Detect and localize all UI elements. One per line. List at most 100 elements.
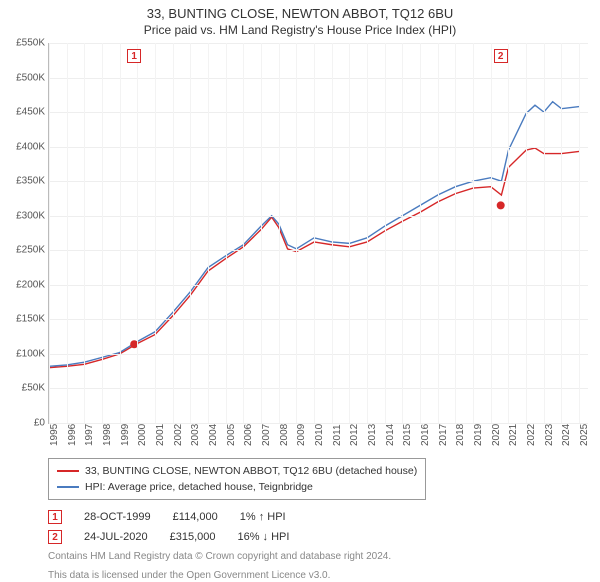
legend-label: 33, BUNTING CLOSE, NEWTON ABBOT, TQ12 6B… <box>85 463 417 479</box>
x-gridline <box>296 43 297 423</box>
x-tick-label: 2000 <box>137 424 148 446</box>
x-tick-label: 2022 <box>526 424 537 446</box>
y-gridline <box>49 181 588 182</box>
sale-hpi-delta: 16% ↓ HPI <box>237 531 289 543</box>
footnote-2: This data is licensed under the Open Gov… <box>48 569 588 582</box>
y-tick-label: £550K <box>1 38 45 49</box>
y-gridline <box>49 216 588 217</box>
y-tick-label: £500K <box>1 72 45 83</box>
y-tick-label: £300K <box>1 210 45 221</box>
y-tick-label: £350K <box>1 176 45 187</box>
x-gridline <box>544 43 545 423</box>
x-tick-label: 2003 <box>190 424 201 446</box>
legend-item: 33, BUNTING CLOSE, NEWTON ABBOT, TQ12 6B… <box>57 463 417 479</box>
x-tick-label: 2020 <box>491 424 502 446</box>
y-tick-label: £50K <box>1 383 45 394</box>
footnote-1: Contains HM Land Registry data © Crown c… <box>48 550 588 563</box>
sales-list: 128-OCT-1999£114,0001% ↑ HPI224-JUL-2020… <box>0 510 600 544</box>
x-gridline <box>420 43 421 423</box>
y-tick-label: £100K <box>1 348 45 359</box>
y-gridline <box>49 112 588 113</box>
x-gridline <box>473 43 474 423</box>
x-gridline <box>49 43 50 423</box>
x-gridline <box>226 43 227 423</box>
x-tick-label: 2006 <box>243 424 254 446</box>
x-gridline <box>279 43 280 423</box>
x-tick-label: 2012 <box>349 424 360 446</box>
x-gridline <box>243 43 244 423</box>
y-gridline <box>49 319 588 320</box>
x-tick-label: 2017 <box>438 424 449 446</box>
y-gridline <box>49 250 588 251</box>
x-tick-label: 2019 <box>473 424 484 446</box>
x-tick-label: 2009 <box>296 424 307 446</box>
legend-swatch <box>57 486 79 488</box>
sale-row-marker: 1 <box>48 510 62 524</box>
y-gridline <box>49 147 588 148</box>
x-gridline <box>120 43 121 423</box>
x-gridline <box>190 43 191 423</box>
x-gridline <box>579 43 580 423</box>
x-gridline <box>155 43 156 423</box>
sale-marker-dot <box>497 201 505 209</box>
x-tick-label: 2007 <box>261 424 272 446</box>
x-tick-label: 2023 <box>544 424 555 446</box>
x-tick-label: 2018 <box>455 424 466 446</box>
x-gridline <box>67 43 68 423</box>
y-gridline <box>49 78 588 79</box>
x-gridline <box>137 43 138 423</box>
x-tick-label: 1998 <box>102 424 113 446</box>
page-subtitle: Price paid vs. HM Land Registry's House … <box>0 23 600 37</box>
x-tick-label: 2002 <box>173 424 184 446</box>
y-tick-label: £0 <box>1 418 45 429</box>
x-tick-label: 2024 <box>561 424 572 446</box>
x-tick-label: 1996 <box>67 424 78 446</box>
x-gridline <box>208 43 209 423</box>
x-tick-label: 2025 <box>579 424 590 446</box>
x-tick-label: 2010 <box>314 424 325 446</box>
x-tick-label: 2001 <box>155 424 166 446</box>
sale-row: 2 24-JUL-2020 £315,000 16% ↓ HPI <box>48 530 588 544</box>
y-gridline <box>49 285 588 286</box>
sale-price: £315,000 <box>170 531 216 543</box>
x-gridline <box>455 43 456 423</box>
y-tick-label: £450K <box>1 107 45 118</box>
legend-item: HPI: Average price, detached house, Teig… <box>57 479 417 495</box>
page-title: 33, BUNTING CLOSE, NEWTON ABBOT, TQ12 6B… <box>0 6 600 21</box>
x-gridline <box>367 43 368 423</box>
sale-row: 128-OCT-1999£114,0001% ↑ HPI <box>48 510 588 524</box>
y-tick-label: £250K <box>1 245 45 256</box>
x-tick-label: 2016 <box>420 424 431 446</box>
x-gridline <box>526 43 527 423</box>
x-tick-label: 1997 <box>84 424 95 446</box>
y-gridline <box>49 354 588 355</box>
x-gridline <box>402 43 403 423</box>
x-gridline <box>385 43 386 423</box>
sale-price: £114,000 <box>173 511 218 523</box>
chart-svg <box>49 43 588 423</box>
x-gridline <box>491 43 492 423</box>
x-gridline <box>261 43 262 423</box>
sale-date: 28-OCT-1999 <box>84 511 151 523</box>
x-gridline <box>508 43 509 423</box>
x-tick-label: 2005 <box>226 424 237 446</box>
sale-marker-callout: 1 <box>127 49 141 63</box>
sale-date: 24-JUL-2020 <box>84 531 148 543</box>
y-tick-label: £400K <box>1 141 45 152</box>
x-tick-label: 2013 <box>367 424 378 446</box>
x-tick-label: 2004 <box>208 424 219 446</box>
price-chart: £0£50K£100K£150K£200K£250K£300K£350K£400… <box>48 43 588 424</box>
x-tick-label: 2011 <box>332 424 343 446</box>
y-gridline <box>49 43 588 44</box>
x-tick-label: 1995 <box>49 424 60 446</box>
x-gridline <box>102 43 103 423</box>
x-gridline <box>84 43 85 423</box>
x-tick-label: 2014 <box>385 424 396 446</box>
legend-swatch <box>57 470 79 472</box>
x-gridline <box>173 43 174 423</box>
x-tick-label: 2008 <box>279 424 290 446</box>
x-gridline <box>349 43 350 423</box>
sale-row-marker: 2 <box>48 530 62 544</box>
y-tick-label: £200K <box>1 279 45 290</box>
x-tick-label: 2015 <box>402 424 413 446</box>
